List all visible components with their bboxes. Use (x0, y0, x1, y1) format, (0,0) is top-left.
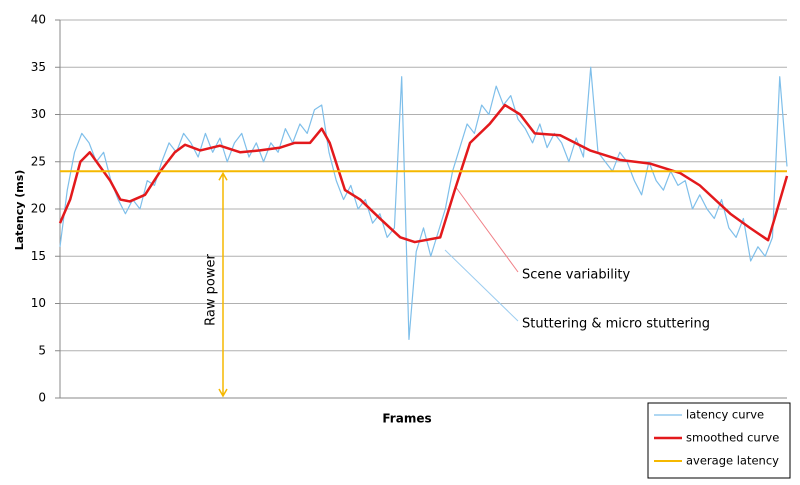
annotation: Stuttering & micro stuttering (522, 317, 710, 332)
y-tick-label: 20 (31, 202, 46, 216)
arrow (218, 171, 228, 398)
x-axis-label: Frames (382, 412, 431, 426)
y-tick-label: 30 (31, 107, 46, 121)
series-line (59, 66, 788, 341)
series-line (58, 103, 789, 244)
y-tick-label: 15 (31, 249, 46, 263)
leader-line (444, 249, 519, 322)
y-tick-label: 5 (38, 343, 46, 357)
y-tick-label: 40 (31, 13, 46, 27)
annotation: Raw power (204, 254, 219, 326)
annotation: Scene variability (522, 268, 631, 283)
legend-label: smoothed curve (686, 431, 779, 445)
y-tick-label: 10 (31, 296, 46, 310)
legend-label: average latency (686, 454, 779, 468)
y-tick-label: 0 (38, 391, 46, 405)
leader-line (454, 185, 519, 273)
y-axis-label: Latency (ms) (13, 170, 26, 251)
legend-label: latency curve (686, 408, 764, 422)
y-tick-label: 35 (31, 60, 46, 74)
y-tick-label: 25 (31, 154, 46, 168)
